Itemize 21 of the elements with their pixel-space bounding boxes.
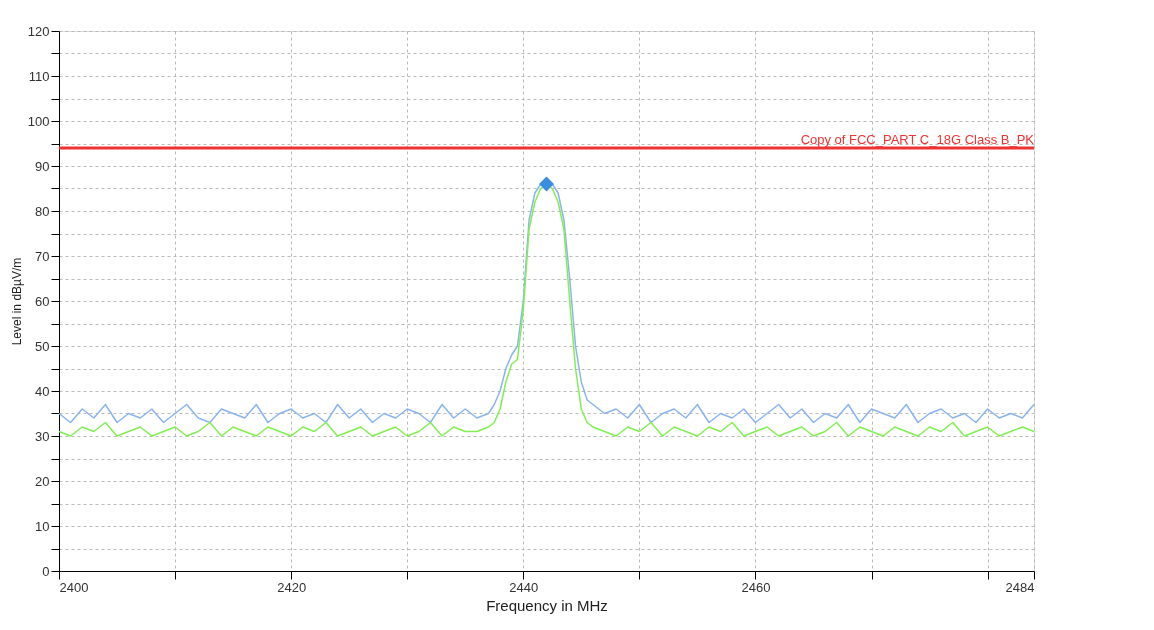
y-tick-label: 90 [35, 158, 50, 174]
y-tick-label: 100 [27, 113, 50, 129]
y-tick-label: 80 [35, 203, 50, 219]
y-tick-label: 110 [28, 68, 50, 84]
y-tick-label: 50 [35, 338, 50, 354]
x-tick-label: 2440 [509, 579, 539, 595]
ref-line-label: Copy of FCC_PART C_18G Class B_PK [800, 132, 1035, 147]
y-axis-title: Level in dBµV/m [9, 257, 24, 346]
x-axis-title: Frequency in MHz [486, 596, 608, 614]
x-tick-label: 2400 [59, 579, 89, 595]
y-tick-label: 40 [35, 383, 50, 399]
y-tick-label: 70 [35, 248, 50, 264]
y-tick-label: 20 [35, 473, 50, 489]
y-tick-label: 120 [27, 23, 50, 39]
x-tick-label: 2420 [277, 579, 307, 595]
y-tick-label: 0 [42, 563, 50, 579]
x-tick-label: 2460 [741, 579, 771, 595]
y-tick-label: 60 [35, 293, 50, 309]
y-tick-label: 30 [35, 428, 50, 444]
y-tick-label: 10 [35, 518, 50, 534]
x-tick-label: 2484 [1005, 579, 1035, 595]
